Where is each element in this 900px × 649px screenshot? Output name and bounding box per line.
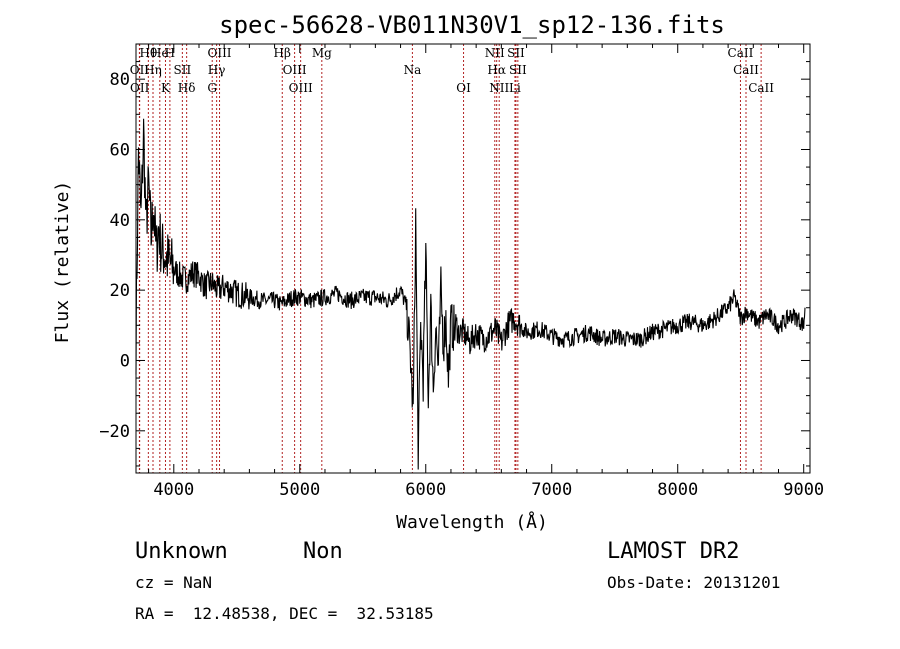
line-marker-label: Na [404,63,422,77]
line-marker-label: OIII [207,46,231,60]
line-marker-label: Hδ [178,81,196,95]
line-marker-label: Hγ [208,63,226,77]
spectral-line-markers [138,44,762,473]
y-tick-label: 80 [110,70,130,90]
x-tick-label: 7000 [531,480,572,500]
x-axis-label: Wavelength (Å) [396,511,548,533]
line-marker-label: CaII [728,46,754,60]
survey-name: LAMOST DR2 [607,539,740,564]
line-marker-label: H [165,46,175,60]
x-tick-label: 4000 [153,480,194,500]
y-tick-label: 60 [110,140,130,160]
line-marker-label: Hβ [274,46,291,60]
line-marker-label: CaII [748,81,774,95]
x-tick-label: 6000 [405,480,446,500]
line-marker-label: Hη [144,63,162,77]
y-tick-label: 40 [110,211,130,231]
object-class: Unknown [135,539,228,564]
line-marker-label: He [151,46,169,60]
ra-dec-coordinates: RA = 12.48538, DEC = 32.53185 [135,604,434,623]
chart-title: spec-56628-VB011N30V1_sp12-136.fits [219,11,725,39]
line-marker-label: G [207,81,217,95]
x-axis: 4000 5000 6000 7000 8000 9000 [148,44,824,500]
line-marker-label: OII [130,63,150,77]
spectrum-chart: spec-56628-VB011N30V1_sp12-136.fits Hθ OI… [52,11,824,533]
x-tick-label: 8000 [657,480,698,500]
line-marker-label: Li [509,81,521,95]
line-marker-label: NII [485,46,505,60]
y-axis: −20 0 20 40 60 80 [99,43,810,467]
line-marker-label: OII [130,81,150,95]
line-marker-label: OI [456,81,471,95]
line-marker-label: SII [174,63,192,77]
y-tick-label: 0 [120,351,130,371]
line-marker-label: SII [509,63,527,77]
line-marker-label: OIII [283,63,307,77]
y-axis-label: Flux (relative) [52,181,73,344]
spectral-line-labels: HθOIIOIIHeHηKHSIIHδOIIIHγGHβOIIIOIIIMgNa… [130,46,775,95]
line-marker-label: Hα [487,63,506,77]
line-marker-label: OIII [289,81,313,95]
redshift-cz: cz = NaN [135,573,213,592]
observation-date: Obs-Date: 20131201 [607,573,781,592]
line-marker-label: SII [507,46,525,60]
line-marker-label: K [161,81,171,95]
x-tick-label: 5000 [279,480,320,500]
spectrum-curve [135,118,806,470]
object-subclass: Non [303,539,343,564]
line-marker-label: NII [489,81,509,95]
line-marker-label: Mg [312,46,332,60]
x-tick-label: 9000 [783,480,824,500]
plot-frame [135,43,811,474]
line-marker-label: Hθ [139,46,157,60]
line-marker-label: CaII [733,63,759,77]
y-tick-label: −20 [99,422,130,442]
y-tick-label: 20 [110,281,130,301]
